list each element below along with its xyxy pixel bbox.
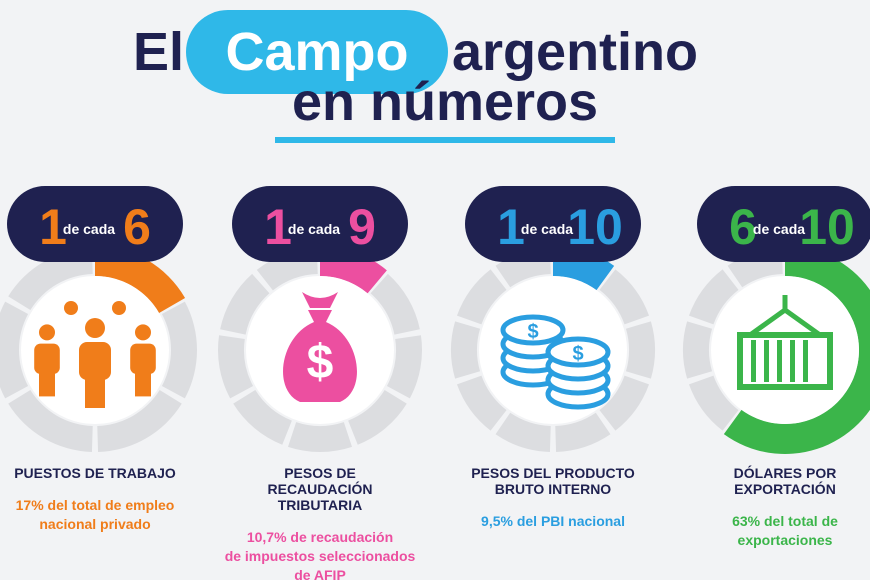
- ring-share: [723, 246, 870, 454]
- ring-segment: [625, 321, 655, 379]
- icon-bag: [283, 310, 357, 402]
- icon-person-head: [135, 324, 151, 341]
- icon-person-body: [34, 343, 60, 374]
- item-detail: 63% del total de: [732, 513, 838, 529]
- ratio-numerator: 6: [729, 199, 757, 255]
- ring-segment: [8, 248, 93, 311]
- ring-segment: [8, 389, 93, 452]
- icon-dollar: $: [572, 343, 583, 365]
- ring-segment: [233, 389, 292, 445]
- icon-person-legs: [85, 378, 105, 408]
- item-detail: de AFIP: [294, 567, 346, 580]
- icon-hook: [748, 295, 822, 338]
- ring-segment: [688, 269, 739, 325]
- ratio-connector: de cada: [288, 221, 340, 237]
- title-highlight: Campo: [225, 22, 408, 82]
- icon: $$: [500, 314, 611, 410]
- ring-segment: [599, 375, 650, 431]
- ring-segment: [599, 269, 650, 325]
- icon-container: [737, 332, 833, 390]
- item-label: DÓLARES POR: [734, 464, 837, 481]
- ring-segment: [370, 273, 420, 335]
- ring-segment: [161, 301, 198, 399]
- ring-segment: [451, 321, 481, 379]
- title-suffix: argentino: [452, 22, 698, 82]
- icon-bag-top: [302, 292, 338, 308]
- icon-dollar: $: [527, 321, 538, 343]
- item-label: BRUTO INTERNO: [495, 481, 612, 497]
- icon-coin: [545, 336, 611, 368]
- ratio-badge: [697, 186, 870, 262]
- icon-dollar: $: [307, 336, 334, 389]
- ratio-denominator: 10: [567, 199, 623, 255]
- ring-segment: [555, 412, 611, 452]
- item-detail: exportaciones: [738, 532, 833, 548]
- icon: [34, 301, 156, 408]
- icon-person-body: [79, 342, 111, 380]
- ratio-connector: de cada: [63, 221, 115, 237]
- ring-segment: [288, 422, 352, 452]
- ring-segment: [0, 301, 29, 399]
- ring-segment: [495, 412, 551, 452]
- icon-person-head: [64, 301, 78, 315]
- ring-segment: [218, 335, 254, 399]
- item-detail: 9,5% del PBI nacional: [481, 513, 625, 529]
- ring-segment: [456, 269, 507, 325]
- icon-person-head: [112, 301, 126, 315]
- item-label: PESOS DEL PRODUCTO: [471, 465, 635, 481]
- ring-segment: [456, 375, 507, 431]
- ring-segment: [97, 389, 182, 452]
- icon-person-head: [85, 318, 105, 338]
- icon: [737, 295, 833, 390]
- ratio-numerator: 1: [264, 199, 292, 255]
- ring-segment: [386, 335, 422, 399]
- ratio-badge: [465, 186, 641, 262]
- item-label: PESOS DE: [284, 465, 356, 481]
- ratio-numerator: 1: [39, 199, 67, 255]
- ring-segment: [683, 321, 713, 379]
- ratio-denominator: 10: [799, 199, 855, 255]
- icon-container-rib: [777, 340, 782, 382]
- title-highlight-pill: [186, 10, 448, 94]
- icon-container-rib: [803, 340, 808, 382]
- title-line2: en números: [292, 72, 598, 132]
- ratio-numerator: 1: [497, 199, 525, 255]
- ring-share: [95, 246, 186, 313]
- item-label: RECAUDACIÓN: [268, 480, 373, 497]
- icon-person-head: [39, 324, 55, 341]
- icon-container-rib: [751, 340, 756, 382]
- icon-coin: [500, 314, 566, 346]
- item-detail: nacional privado: [39, 516, 150, 532]
- icon-person-legs: [39, 372, 55, 397]
- item-label: EXPORTACIÓN: [734, 480, 836, 497]
- icon-person-body: [130, 343, 156, 374]
- icon-container-rib: [790, 340, 795, 382]
- ratio-connector: de cada: [521, 221, 573, 237]
- ratio-badge: [232, 186, 408, 262]
- ring-segment: [348, 389, 407, 445]
- icon-person-legs: [135, 372, 151, 397]
- title-underline: [275, 137, 615, 143]
- item-label: PUESTOS DE TRABAJO: [14, 465, 176, 481]
- ratio-badge: [7, 186, 183, 262]
- item-detail: de impuestos seleccionados: [225, 548, 416, 564]
- ratio-denominator: 9: [348, 199, 376, 255]
- icon-container-rib: [764, 340, 769, 382]
- title-prefix: El: [133, 22, 184, 82]
- ratio-connector: de cada: [753, 221, 805, 237]
- ring-segment: [220, 273, 270, 335]
- item-label: TRIBUTARIA: [278, 497, 363, 513]
- item-detail: 10,7% de recaudación: [247, 529, 393, 545]
- ratio-denominator: 6: [123, 199, 151, 255]
- icon: $: [283, 292, 357, 402]
- item-detail: 17% del total de empleo: [16, 497, 175, 513]
- ring-segment: [688, 375, 739, 431]
